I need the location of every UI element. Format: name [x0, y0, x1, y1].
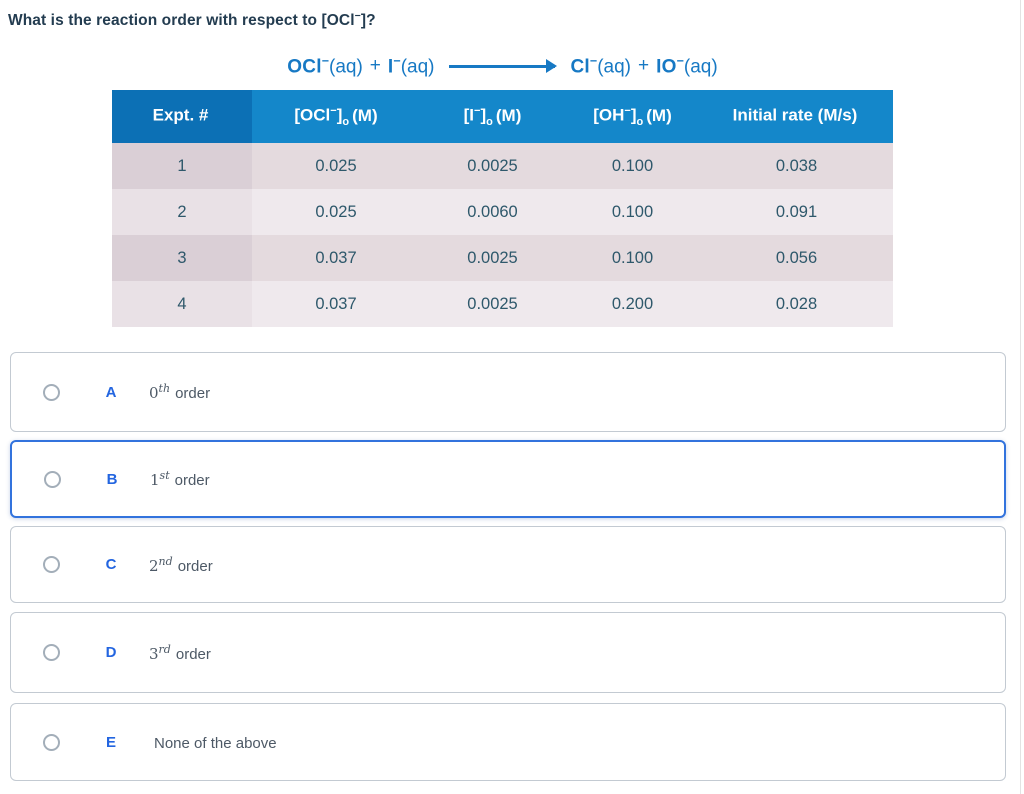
table-cell: 0.100 — [565, 143, 700, 189]
option-d[interactable]: D 3rd order — [10, 612, 1006, 693]
option-c-radio[interactable] — [43, 556, 60, 573]
table-cell: 0.0025 — [420, 281, 565, 327]
option-a[interactable]: A 0th order — [10, 352, 1006, 432]
product-chloride: Cl−(aq) — [570, 53, 632, 78]
question-suffix: ]? — [360, 12, 376, 30]
plus-sign: + — [638, 55, 650, 76]
question-superscript-minus: − — [354, 10, 361, 22]
table-cell: 0.200 — [565, 281, 700, 327]
table-cell: 2 — [112, 189, 252, 235]
question-prefix: What is the reaction order with respect … — [8, 12, 355, 30]
table-cell: 0.0060 — [420, 189, 565, 235]
option-a-letter: A — [105, 383, 117, 401]
table-cell: 0.025 — [252, 189, 420, 235]
table-cell: 3 — [112, 235, 252, 281]
product-hypoiodite: IO−(aq) — [656, 53, 718, 78]
option-d-letter: D — [105, 644, 117, 661]
column-header-iodide: [I−]o (M) — [420, 90, 565, 143]
table-cell: 0.091 — [700, 189, 893, 235]
table-cell: 0.0025 — [420, 143, 565, 189]
option-b-letter: B — [106, 470, 118, 488]
option-c-label: 2nd order — [149, 554, 213, 575]
experiment-data-table: Expt. # [OCl−]o (M) [I−]o (M) [OH−]o (M) In… — [112, 90, 893, 327]
table-cell: 0.100 — [565, 189, 700, 235]
option-b-radio[interactable] — [44, 470, 61, 488]
reactant-iodide: I−(aq) — [387, 53, 435, 78]
column-header-expt: Expt. # — [112, 90, 252, 143]
option-b[interactable]: B 1st order — [10, 440, 1006, 518]
option-e-radio[interactable] — [43, 733, 60, 751]
table-cell: 0.037 — [252, 235, 420, 281]
table-cell: 1 — [112, 143, 252, 189]
table-cell: 0.037 — [252, 281, 420, 327]
table-header-row: Expt. # [OCl−]o (M) [I−]o (M) [OH−]o (M) In… — [112, 90, 893, 143]
column-header-ocl: [OCl−]o (M) — [252, 90, 420, 143]
option-e-label: None of the above — [154, 735, 277, 752]
option-d-label: 3rd order — [149, 642, 211, 663]
option-e-letter: E — [105, 733, 116, 751]
table-cell: 0.056 — [700, 235, 893, 281]
option-c-letter: C — [105, 556, 117, 573]
table-cell: 0.038 — [700, 143, 893, 189]
column-header-oh: [OH−]o (M) — [565, 90, 700, 143]
table-cell: 0.025 — [252, 143, 420, 189]
table-cell: 0.0025 — [420, 235, 565, 281]
table-row: 3 0.037 0.0025 0.100 0.056 — [112, 235, 893, 281]
option-a-label: 0th order — [149, 382, 211, 402]
right-arrow-icon — [448, 59, 557, 73]
chemical-equation: OCl−(aq) + I−(aq) Cl−(aq) + IO−(aq) — [112, 50, 893, 82]
page-edge-divider — [1020, 0, 1021, 794]
table-row: 2 0.025 0.0060 0.100 0.091 — [112, 189, 893, 235]
table-cell: 0.100 — [565, 235, 700, 281]
option-c[interactable]: C 2nd order — [10, 526, 1006, 603]
option-d-radio[interactable] — [43, 644, 60, 661]
reactant-ocl: OCl−(aq) — [287, 53, 363, 78]
plus-sign: + — [369, 55, 381, 76]
option-a-radio[interactable] — [43, 383, 60, 401]
option-e[interactable]: E None of the above — [10, 703, 1006, 781]
option-b-label: 1st order — [150, 469, 210, 489]
column-header-initial-rate: Initial rate (M/s) — [700, 90, 893, 143]
question-text: What is the reaction order with respect … — [8, 10, 376, 30]
table-cell: 0.028 — [700, 281, 893, 327]
table-cell: 4 — [112, 281, 252, 327]
table-row: 4 0.037 0.0025 0.200 0.028 — [112, 281, 893, 327]
table-row: 1 0.025 0.0025 0.100 0.038 — [112, 143, 893, 189]
